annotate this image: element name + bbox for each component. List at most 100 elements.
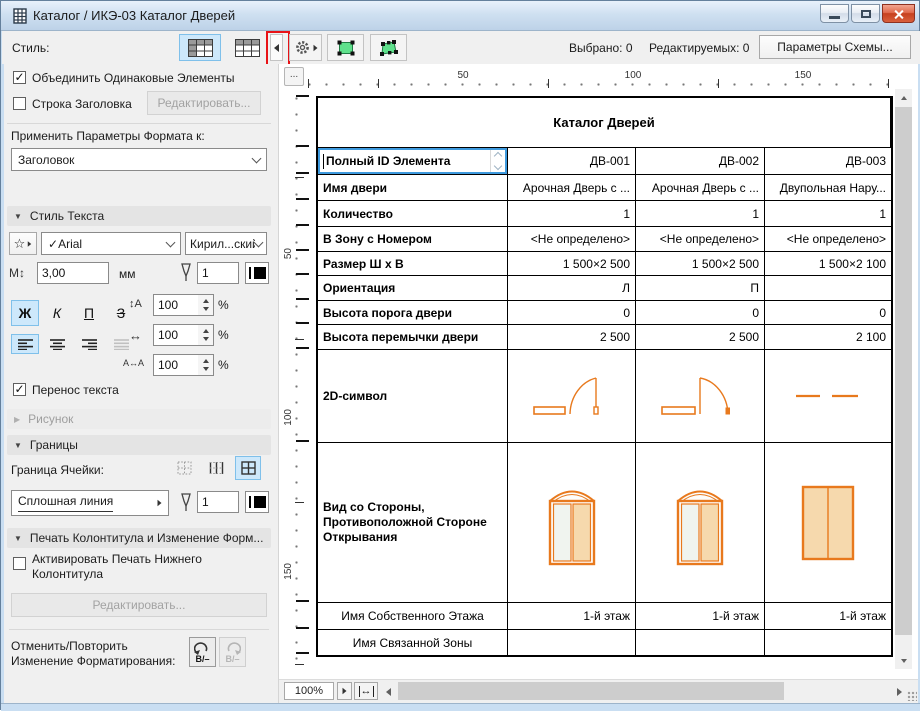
- value-cell[interactable]: 0: [508, 301, 636, 325]
- merge-elements-checkbox[interactable]: ✓: [13, 71, 26, 84]
- scheme-settings-button[interactable]: Параметры Схемы...: [759, 35, 911, 59]
- ruler-options-button[interactable]: ...: [284, 67, 304, 86]
- title-bar[interactable]: Каталог / ИКЭ-03 Каталог Дверей: [1, 1, 919, 31]
- value-cell[interactable]: 1 500×2 500: [636, 252, 765, 276]
- vertical-scroll-thumb[interactable]: [895, 107, 912, 635]
- section-borders[interactable]: ▼ Границы: [7, 435, 271, 455]
- char-spacing-stepper[interactable]: [198, 354, 214, 376]
- value-cell[interactable]: Арочная Дверь с ...: [636, 175, 765, 201]
- value-cell[interactable]: 1: [636, 201, 765, 227]
- footer-edit-button[interactable]: Редактировать...: [11, 593, 267, 617]
- zoom-level-box[interactable]: 100%: [284, 682, 334, 700]
- row-label-cell[interactable]: Имя двери: [318, 175, 508, 201]
- row-label-cell[interactable]: Высота перемычки двери: [318, 325, 508, 350]
- value-cell[interactable]: <Не определено>: [508, 227, 636, 252]
- favorite-style-button[interactable]: ☆: [9, 232, 37, 255]
- row-label-cell[interactable]: Высота порога двери: [318, 301, 508, 325]
- close-button[interactable]: [882, 4, 915, 23]
- value-cell[interactable]: 0: [636, 301, 765, 325]
- char-spacing-input[interactable]: [153, 354, 199, 376]
- zoom-menu-button[interactable]: [337, 682, 352, 700]
- value-cell[interactable]: [508, 630, 636, 655]
- value-cell[interactable]: 1-й этаж: [636, 603, 765, 630]
- scroll-up-button[interactable]: [895, 89, 912, 106]
- text-size-input[interactable]: [37, 262, 109, 284]
- door-id-cell[interactable]: ДВ-001: [508, 148, 636, 175]
- value-cell[interactable]: <Не определено>: [765, 227, 891, 252]
- value-cell[interactable]: 1: [765, 201, 891, 227]
- value-cell[interactable]: Арочная Дверь с ...: [508, 175, 636, 201]
- value-cell[interactable]: 1 500×2 100: [765, 252, 891, 276]
- border-vertical-button[interactable]: [203, 456, 229, 480]
- align-justify-button[interactable]: [107, 334, 135, 354]
- border-all-button[interactable]: [235, 456, 261, 480]
- fit-width-button[interactable]: ↔: [354, 682, 378, 700]
- value-cell[interactable]: [765, 630, 891, 655]
- line-spacing-stepper[interactable]: [198, 294, 214, 316]
- row-label-cell[interactable]: Имя Связанной Зоны: [318, 630, 508, 655]
- door-elevation-cell[interactable]: [508, 443, 636, 603]
- undo-format-button[interactable]: B/–: [189, 637, 216, 667]
- row-label-cell[interactable]: В Зону с Номером: [318, 227, 508, 252]
- scroll-left-button[interactable]: [380, 683, 397, 700]
- char-width-stepper[interactable]: [198, 324, 214, 346]
- value-cell[interactable]: <Не определено>: [636, 227, 765, 252]
- font-select[interactable]: ✓Arial: [41, 232, 181, 255]
- door-elevation-cell[interactable]: [765, 443, 891, 603]
- line-type-select[interactable]: Сплошная линия: [11, 490, 169, 516]
- resize-grip[interactable]: [907, 691, 917, 701]
- strikethrough-button[interactable]: З: [116, 305, 126, 321]
- value-cell[interactable]: 0: [765, 301, 891, 325]
- align-right-button[interactable]: [75, 334, 103, 354]
- maximize-button[interactable]: [851, 4, 880, 23]
- row-label-cell[interactable]: 2D-символ: [318, 350, 508, 443]
- door-id-cell[interactable]: ДВ-003: [765, 148, 891, 175]
- line-spacing-input[interactable]: [153, 294, 199, 316]
- value-cell[interactable]: 2 500: [508, 325, 636, 350]
- bold-button[interactable]: Ж: [11, 300, 39, 326]
- style-grid-headers-button[interactable]: [179, 34, 221, 61]
- script-select[interactable]: Кирил...ский: [185, 232, 267, 255]
- value-cell[interactable]: Двупольная Нару...: [765, 175, 891, 201]
- active-edit-field[interactable]: Полный ID Элемента: [318, 148, 507, 174]
- row-label-cell[interactable]: Имя Собственного Этажа: [318, 603, 508, 630]
- value-cell[interactable]: 2 500: [636, 325, 765, 350]
- select-elements-button[interactable]: [327, 34, 364, 61]
- border-pen-color-swatch[interactable]: [245, 491, 269, 513]
- edit-selection-button[interactable]: [370, 34, 407, 61]
- door-plan-symbol-cell[interactable]: [765, 350, 891, 443]
- row-label-cell[interactable]: Ориентация: [318, 276, 508, 301]
- footer-print-checkbox[interactable]: [13, 557, 26, 570]
- row-label-cell[interactable]: Вид со Стороны, Противоположной Стороне …: [318, 443, 508, 603]
- door-plan-symbol-cell[interactable]: [636, 350, 765, 443]
- door-plan-symbol-cell[interactable]: [508, 350, 636, 443]
- id-row-label-cell[interactable]: Полный ID Элемента: [318, 148, 508, 175]
- scroll-down-button[interactable]: [895, 652, 912, 669]
- section-text-style[interactable]: ▼ Стиль Текста: [7, 206, 271, 226]
- underline-button[interactable]: П: [83, 305, 95, 321]
- text-pen-color-swatch[interactable]: [245, 262, 269, 284]
- settings-menu-button[interactable]: [289, 34, 322, 61]
- char-width-input[interactable]: [153, 324, 199, 346]
- border-pen-input[interactable]: [197, 491, 239, 513]
- minimize-button[interactable]: [820, 4, 849, 23]
- align-left-button[interactable]: [11, 334, 39, 354]
- value-cell[interactable]: [636, 630, 765, 655]
- section-footer-print[interactable]: ▼ Печать Колонтитула и Изменение Форм...: [7, 528, 271, 548]
- table-title-cell[interactable]: Каталог Дверей: [318, 98, 891, 148]
- value-cell[interactable]: 2 100: [765, 325, 891, 350]
- row-label-cell[interactable]: Размер Ш х В: [318, 252, 508, 276]
- scroll-right-button[interactable]: [891, 683, 908, 700]
- field-stepper[interactable]: [490, 150, 505, 172]
- value-cell[interactable]: 1-й этаж: [508, 603, 636, 630]
- wrap-text-checkbox[interactable]: ✓: [13, 383, 26, 396]
- value-cell[interactable]: 1-й этаж: [765, 603, 891, 630]
- value-cell[interactable]: Л: [508, 276, 636, 301]
- door-id-cell[interactable]: ДВ-002: [636, 148, 765, 175]
- door-elevation-cell[interactable]: [636, 443, 765, 603]
- collapse-panel-button[interactable]: [270, 34, 283, 61]
- value-cell[interactable]: П: [636, 276, 765, 301]
- italic-button[interactable]: К: [52, 305, 62, 321]
- section-drawing[interactable]: ▶ Рисунок: [7, 409, 271, 429]
- value-cell[interactable]: [765, 276, 891, 301]
